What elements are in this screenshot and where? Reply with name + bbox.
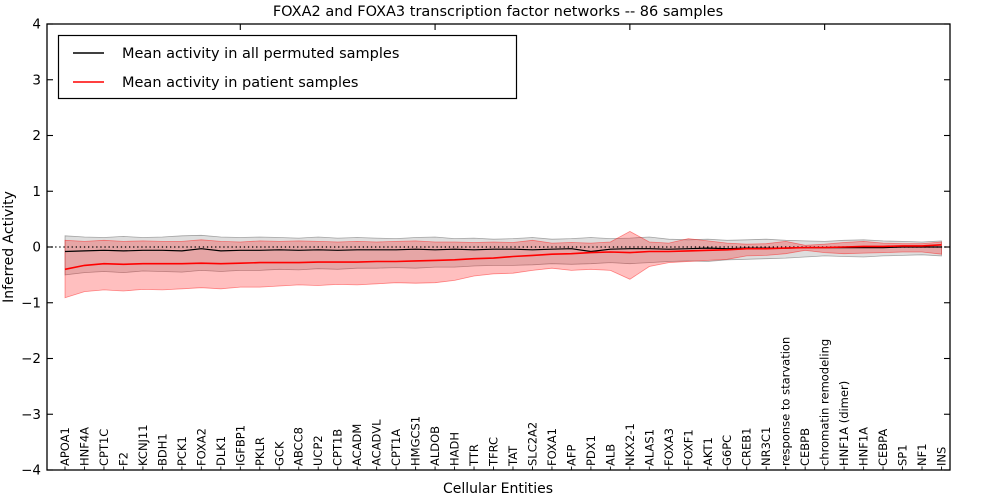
- y-tick-label: 1: [32, 184, 41, 200]
- y-tick-labels: 4 3 2 1 0 −1 −2 −3 −4: [21, 17, 41, 479]
- x-tick-label: HMGCS1: [409, 416, 423, 466]
- x-tick-label: G6PC: [720, 435, 734, 466]
- x-tick-label: ACADM: [350, 424, 364, 466]
- x-tick-label: NF1: [915, 443, 929, 466]
- x-tick-label: FOXF1: [681, 429, 695, 466]
- x-tick-label: SP1: [896, 444, 910, 466]
- x-tick-label: DLK1: [214, 436, 228, 466]
- x-tick-label: ALAS1: [642, 429, 656, 466]
- x-tick-label: F2: [116, 452, 130, 466]
- y-tick-label: 3: [32, 72, 41, 88]
- x-tick-label: ABCC8: [292, 427, 306, 466]
- mean-activity-lines: [64, 244, 942, 271]
- x-tick-label: CEBPA: [876, 429, 890, 466]
- x-tick-label: HADH: [448, 432, 462, 466]
- x-tick-label: AFP: [564, 445, 578, 466]
- x-tick-label: CREB1: [740, 428, 754, 467]
- patient-mean-line: [64, 244, 942, 271]
- legend-box: [57, 34, 518, 100]
- y-tick-label: −4: [21, 463, 41, 479]
- y-tick-label: 2: [32, 128, 41, 144]
- x-tick-label: CPT1A: [389, 429, 403, 466]
- x-tick-label: ALB: [603, 444, 617, 466]
- y-tick-label: −2: [21, 351, 41, 367]
- y-tick-label: −3: [21, 407, 41, 423]
- x-tick-label: FOXA2: [194, 428, 208, 466]
- x-tick-label: FOXA1: [545, 428, 559, 466]
- x-tick-label: AKT1: [701, 437, 715, 466]
- x-tick-label: UCP2: [311, 435, 325, 466]
- x-tick-label: CPT1C: [97, 429, 111, 466]
- y-axis-label: Inferred Activity: [1, 191, 17, 303]
- x-tick-label: HNF1A: [857, 427, 871, 466]
- x-tick-label: ALDOB: [428, 426, 442, 466]
- x-tick-label: ACADVL: [370, 419, 384, 466]
- x-tick-label: KCNJ11: [136, 424, 150, 466]
- x-tick-label: NR3C1: [759, 427, 773, 466]
- x-tick-label: FOXA3: [662, 428, 676, 466]
- x-tick-labels: APOA1 HNF4A CPT1C F2 KCNJ11 BDH1 PCK1 FOXA2 DLK1…: [58, 337, 949, 467]
- y-tick-label: 0: [32, 240, 41, 256]
- legend-label-patient: Mean activity in patient samples: [122, 75, 358, 91]
- x-tick-label: PDX1: [584, 435, 598, 466]
- x-tick-label: PKLR: [253, 437, 267, 466]
- x-tick-label: TTR: [467, 444, 481, 467]
- x-tick-label: CPT1B: [331, 429, 345, 466]
- x-tick-label: TAT: [506, 445, 520, 467]
- x-tick-label: NKX2-1: [623, 423, 637, 466]
- permuted-band: [64, 234, 942, 276]
- x-tick-label: PCK1: [175, 436, 189, 466]
- x-tick-label: APOA1: [58, 427, 72, 466]
- x-tick-label: INS: [935, 447, 949, 466]
- x-tick-label: BDH1: [155, 433, 169, 466]
- x-axis-label: Cellular Entities: [443, 481, 553, 497]
- y-tick-label: 4: [32, 17, 41, 33]
- chart-title: FOXA2 and FOXA3 transcription factor net…: [273, 4, 723, 20]
- x-tick-label: HNF4A: [78, 427, 92, 466]
- y-tick-label: −1: [21, 295, 41, 311]
- x-tick-label: TFRC: [487, 437, 501, 467]
- x-tick-label: IGFBP1: [233, 425, 247, 466]
- x-tick-label: response to starvation: [779, 337, 793, 466]
- x-tick-label: chromatin remodeling: [818, 339, 832, 466]
- legend: Mean activity in all permuted samples Me…: [57, 34, 518, 100]
- axes-frame: [46, 23, 951, 471]
- x-tick-label: HNF1A (dimer): [837, 381, 851, 466]
- x-tick-label: GCK: [272, 441, 286, 466]
- legend-label-permuted: Mean activity in all permuted samples: [122, 46, 399, 62]
- x-tick-label: CEBPB: [798, 428, 812, 466]
- x-tick-label: SLC2A2: [526, 422, 540, 466]
